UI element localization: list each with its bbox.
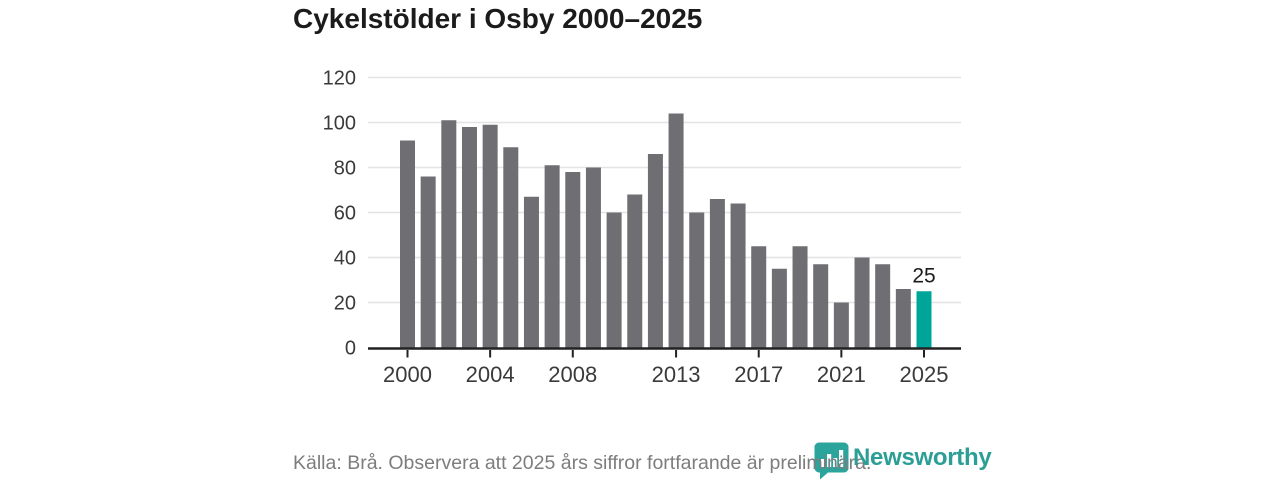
bar [751,246,767,348]
bar [565,172,581,348]
bar [895,289,911,348]
bar [771,268,787,348]
x-tick-label: 2021 [817,362,866,387]
newsworthy-wordmark: Newsworthy [853,444,992,471]
newsworthy-logo[interactable]: Newsworthy [813,441,992,480]
bar [813,264,829,348]
bar [544,165,560,348]
bar [420,176,436,348]
bar [689,212,705,348]
bar-highlight [916,291,932,348]
bar [668,113,684,348]
bar [875,264,891,348]
value-label: 25 [912,264,935,287]
bar [482,124,498,348]
chart-title: Cykelstölder i Osby 2000–2025 [293,3,703,34]
bar [709,199,725,348]
y-tick-label: 100 [323,113,356,135]
y-tick-label: 0 [345,338,356,360]
bar [647,154,663,348]
newsworthy-badge-icon [814,442,849,480]
y-tick-label: 120 [323,68,356,90]
x-tick-label: 2017 [734,362,783,387]
bar [585,167,601,348]
y-tick-label: 80 [334,158,356,180]
x-tick-label: 2004 [466,362,515,387]
bar [792,246,808,348]
source-note: Källa: Brå. Observera att 2025 års siffr… [293,452,872,474]
bar [606,212,622,348]
x-tick-label: 2025 [900,362,949,387]
x-tick-label: 2000 [383,362,432,387]
bar [627,194,643,348]
y-tick-label: 40 [334,248,356,270]
bar [730,203,746,348]
y-tick-label: 20 [334,293,356,315]
bar-chart: 0 20 40 60 80 100 120 2000 2004 2008 2013 2017 2021 2… [280,60,980,400]
x-tick-label: 2013 [652,362,701,387]
bar [833,302,849,348]
bar-chart-canvas: 0 20 40 60 80 100 120 2000 2004 2008 2013 2017 2021 2… [323,68,961,387]
bar [461,127,477,348]
bar [523,196,539,348]
x-tick-label: 2008 [548,362,597,387]
bar [854,257,870,348]
bar [400,140,415,348]
bar [441,120,457,348]
y-tick-label: 60 [334,203,356,225]
bar [503,147,519,348]
